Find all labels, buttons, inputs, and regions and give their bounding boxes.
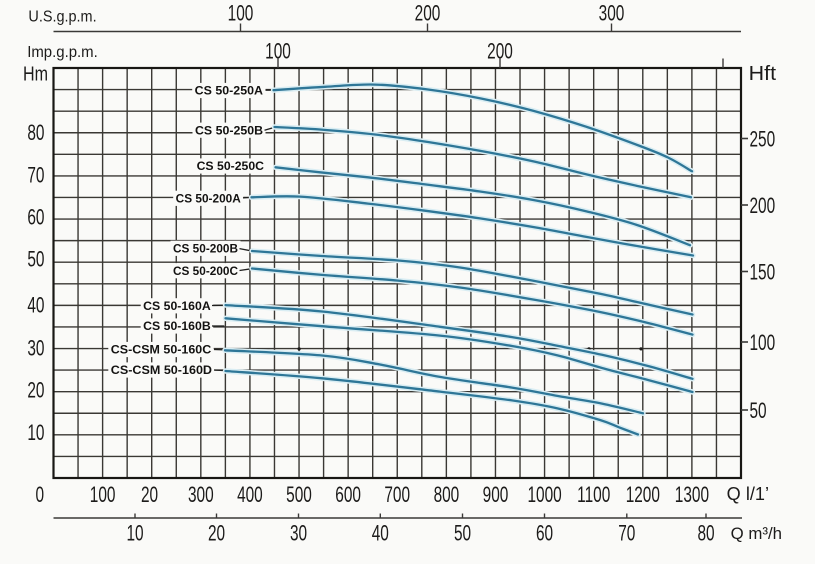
svg-text:1300: 1300 bbox=[675, 484, 709, 508]
svg-text:CS 50-200B: CS 50-200B bbox=[173, 243, 238, 255]
svg-text:200: 200 bbox=[487, 40, 513, 64]
svg-text:50: 50 bbox=[454, 522, 471, 546]
svg-text:CS-CSM 50-160C: CS-CSM 50-160C bbox=[111, 345, 211, 357]
svg-text:20: 20 bbox=[208, 522, 225, 546]
svg-text:30: 30 bbox=[27, 337, 44, 361]
svg-text:70: 70 bbox=[27, 164, 44, 188]
svg-text:Hft: Hft bbox=[749, 63, 777, 85]
svg-text:300: 300 bbox=[599, 2, 625, 26]
svg-text:100: 100 bbox=[265, 40, 291, 64]
svg-text:CS 50-200C: CS 50-200C bbox=[173, 266, 238, 278]
svg-text:0: 0 bbox=[36, 484, 45, 508]
svg-text:1200: 1200 bbox=[626, 484, 660, 508]
svg-text:CS 50-250A: CS 50-250A bbox=[195, 86, 263, 98]
svg-text:150: 150 bbox=[750, 261, 776, 285]
svg-text:100: 100 bbox=[90, 484, 116, 508]
svg-text:CS 50-200A: CS 50-200A bbox=[176, 193, 241, 205]
svg-text:Q l/1’: Q l/1’ bbox=[727, 484, 769, 504]
svg-text:Hm: Hm bbox=[23, 64, 48, 86]
svg-text:Imp.g.p.m.: Imp.g.p.m. bbox=[27, 44, 98, 61]
svg-text:100: 100 bbox=[750, 331, 776, 355]
svg-text:100: 100 bbox=[228, 2, 254, 26]
svg-text:CS 50-160B: CS 50-160B bbox=[143, 321, 211, 333]
svg-text:CS 50-160A: CS 50-160A bbox=[143, 301, 211, 313]
svg-text:60: 60 bbox=[536, 522, 553, 546]
svg-text:1100: 1100 bbox=[577, 484, 610, 508]
svg-text:10: 10 bbox=[126, 522, 143, 546]
svg-text:CS 50-250B: CS 50-250B bbox=[195, 125, 263, 137]
svg-text:20: 20 bbox=[27, 379, 44, 403]
svg-text:200: 200 bbox=[415, 2, 441, 26]
svg-text:50: 50 bbox=[750, 399, 767, 423]
svg-text:1000: 1000 bbox=[527, 484, 561, 508]
svg-text:10: 10 bbox=[27, 421, 44, 445]
svg-text:700: 700 bbox=[384, 484, 410, 508]
svg-text:80: 80 bbox=[27, 121, 44, 145]
svg-text:20: 20 bbox=[141, 484, 158, 508]
svg-text:30: 30 bbox=[290, 522, 307, 546]
svg-text:900: 900 bbox=[483, 484, 509, 508]
svg-text:CS 50-250C: CS 50-250C bbox=[197, 161, 264, 173]
svg-text:CS-CSM 50-160D: CS-CSM 50-160D bbox=[111, 365, 212, 377]
svg-text:U.S.g.p.m.: U.S.g.p.m. bbox=[28, 9, 96, 26]
svg-text:40: 40 bbox=[27, 294, 44, 318]
svg-text:800: 800 bbox=[434, 484, 460, 508]
svg-text:250: 250 bbox=[750, 128, 776, 152]
svg-text:50: 50 bbox=[27, 248, 44, 272]
svg-text:300: 300 bbox=[188, 484, 214, 508]
svg-text:400: 400 bbox=[237, 484, 263, 508]
svg-text:80: 80 bbox=[697, 522, 714, 546]
svg-text:500: 500 bbox=[286, 484, 312, 508]
svg-text:60: 60 bbox=[27, 206, 44, 230]
svg-text:200: 200 bbox=[750, 194, 776, 218]
svg-text:40: 40 bbox=[372, 522, 389, 546]
svg-text:600: 600 bbox=[335, 484, 361, 508]
svg-text:70: 70 bbox=[618, 522, 635, 546]
svg-text:Q m³/h: Q m³/h bbox=[731, 524, 782, 543]
